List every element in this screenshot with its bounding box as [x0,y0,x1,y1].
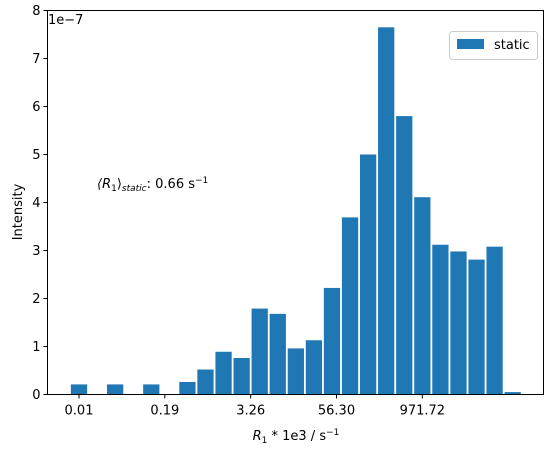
bar-16 [359,154,377,395]
x-axis-label: R1 * 1e3 / s−1 [253,428,340,446]
y-axis-offset-text: 1e−7 [48,13,83,28]
bar-17 [378,27,395,395]
bar-4 [143,384,160,395]
bar-23 [486,246,503,395]
bar-20 [432,244,449,395]
bar-11 [269,313,286,395]
x-tick-label-0: 0.01 [65,404,94,419]
y-axis-label: Intensity [11,183,26,240]
bar-10 [251,308,268,395]
annotation-bracket: ⟩ [117,177,122,192]
annotation-lead: ⟨R [97,177,111,192]
x-label-mid: * 1e3 / s [267,429,326,444]
y-tick-label-0: 0 [32,388,40,403]
bar-14 [323,287,341,395]
x-tick-label-3: 56.30 [318,404,355,419]
bar-18 [396,116,413,395]
y-tick-label-5: 5 [32,148,40,163]
legend-swatch [457,39,484,49]
x-label-sub: 1 [262,436,268,446]
x-tick-label-1: 0.19 [150,404,179,419]
annotation-sub2: static [122,184,147,194]
bar-22 [468,259,485,395]
x-label-sup: −1 [326,428,339,438]
y-tick-label-1: 1 [32,340,40,355]
bar-13 [305,340,323,395]
legend-entry-static: static [494,38,530,53]
annotation-sup: −1 [195,176,208,186]
x-label-var: R [253,429,262,444]
bar-2 [107,384,124,395]
annotation-value: : 0.66 s [147,177,196,192]
bar-19 [414,197,431,395]
y-tick-label-3: 3 [32,244,40,259]
y-tick-label-7: 7 [32,52,40,67]
x-tick-label-4: 971.72 [400,404,446,419]
bar-7 [197,369,214,395]
bar-15 [341,217,359,395]
x-axis-ticks: 0.01 0.19 3.26 56.30 971.72 [65,394,446,419]
bars-layer [70,27,521,395]
y-axis-ticks: 0 1 2 3 4 5 6 7 8 [32,4,48,403]
bar-9 [233,358,250,395]
bar-8 [215,351,232,395]
annotation-sub1: 1 [111,184,117,194]
legend: static [449,31,538,60]
x-tick-label-2: 3.26 [236,404,265,419]
y-tick-label-2: 2 [32,292,40,307]
y-tick-label-8: 8 [32,4,40,19]
bar-6 [179,382,196,395]
bar-21 [450,251,467,395]
y-tick-label-4: 4 [32,196,40,211]
mean-annotation: ⟨R1⟩static: 0.66 s−1 [97,176,208,194]
y-tick-label-6: 6 [32,100,40,115]
bar-24 [504,392,521,395]
legend-frame [449,31,538,60]
bar-0 [70,384,88,395]
bar-12 [287,348,304,395]
